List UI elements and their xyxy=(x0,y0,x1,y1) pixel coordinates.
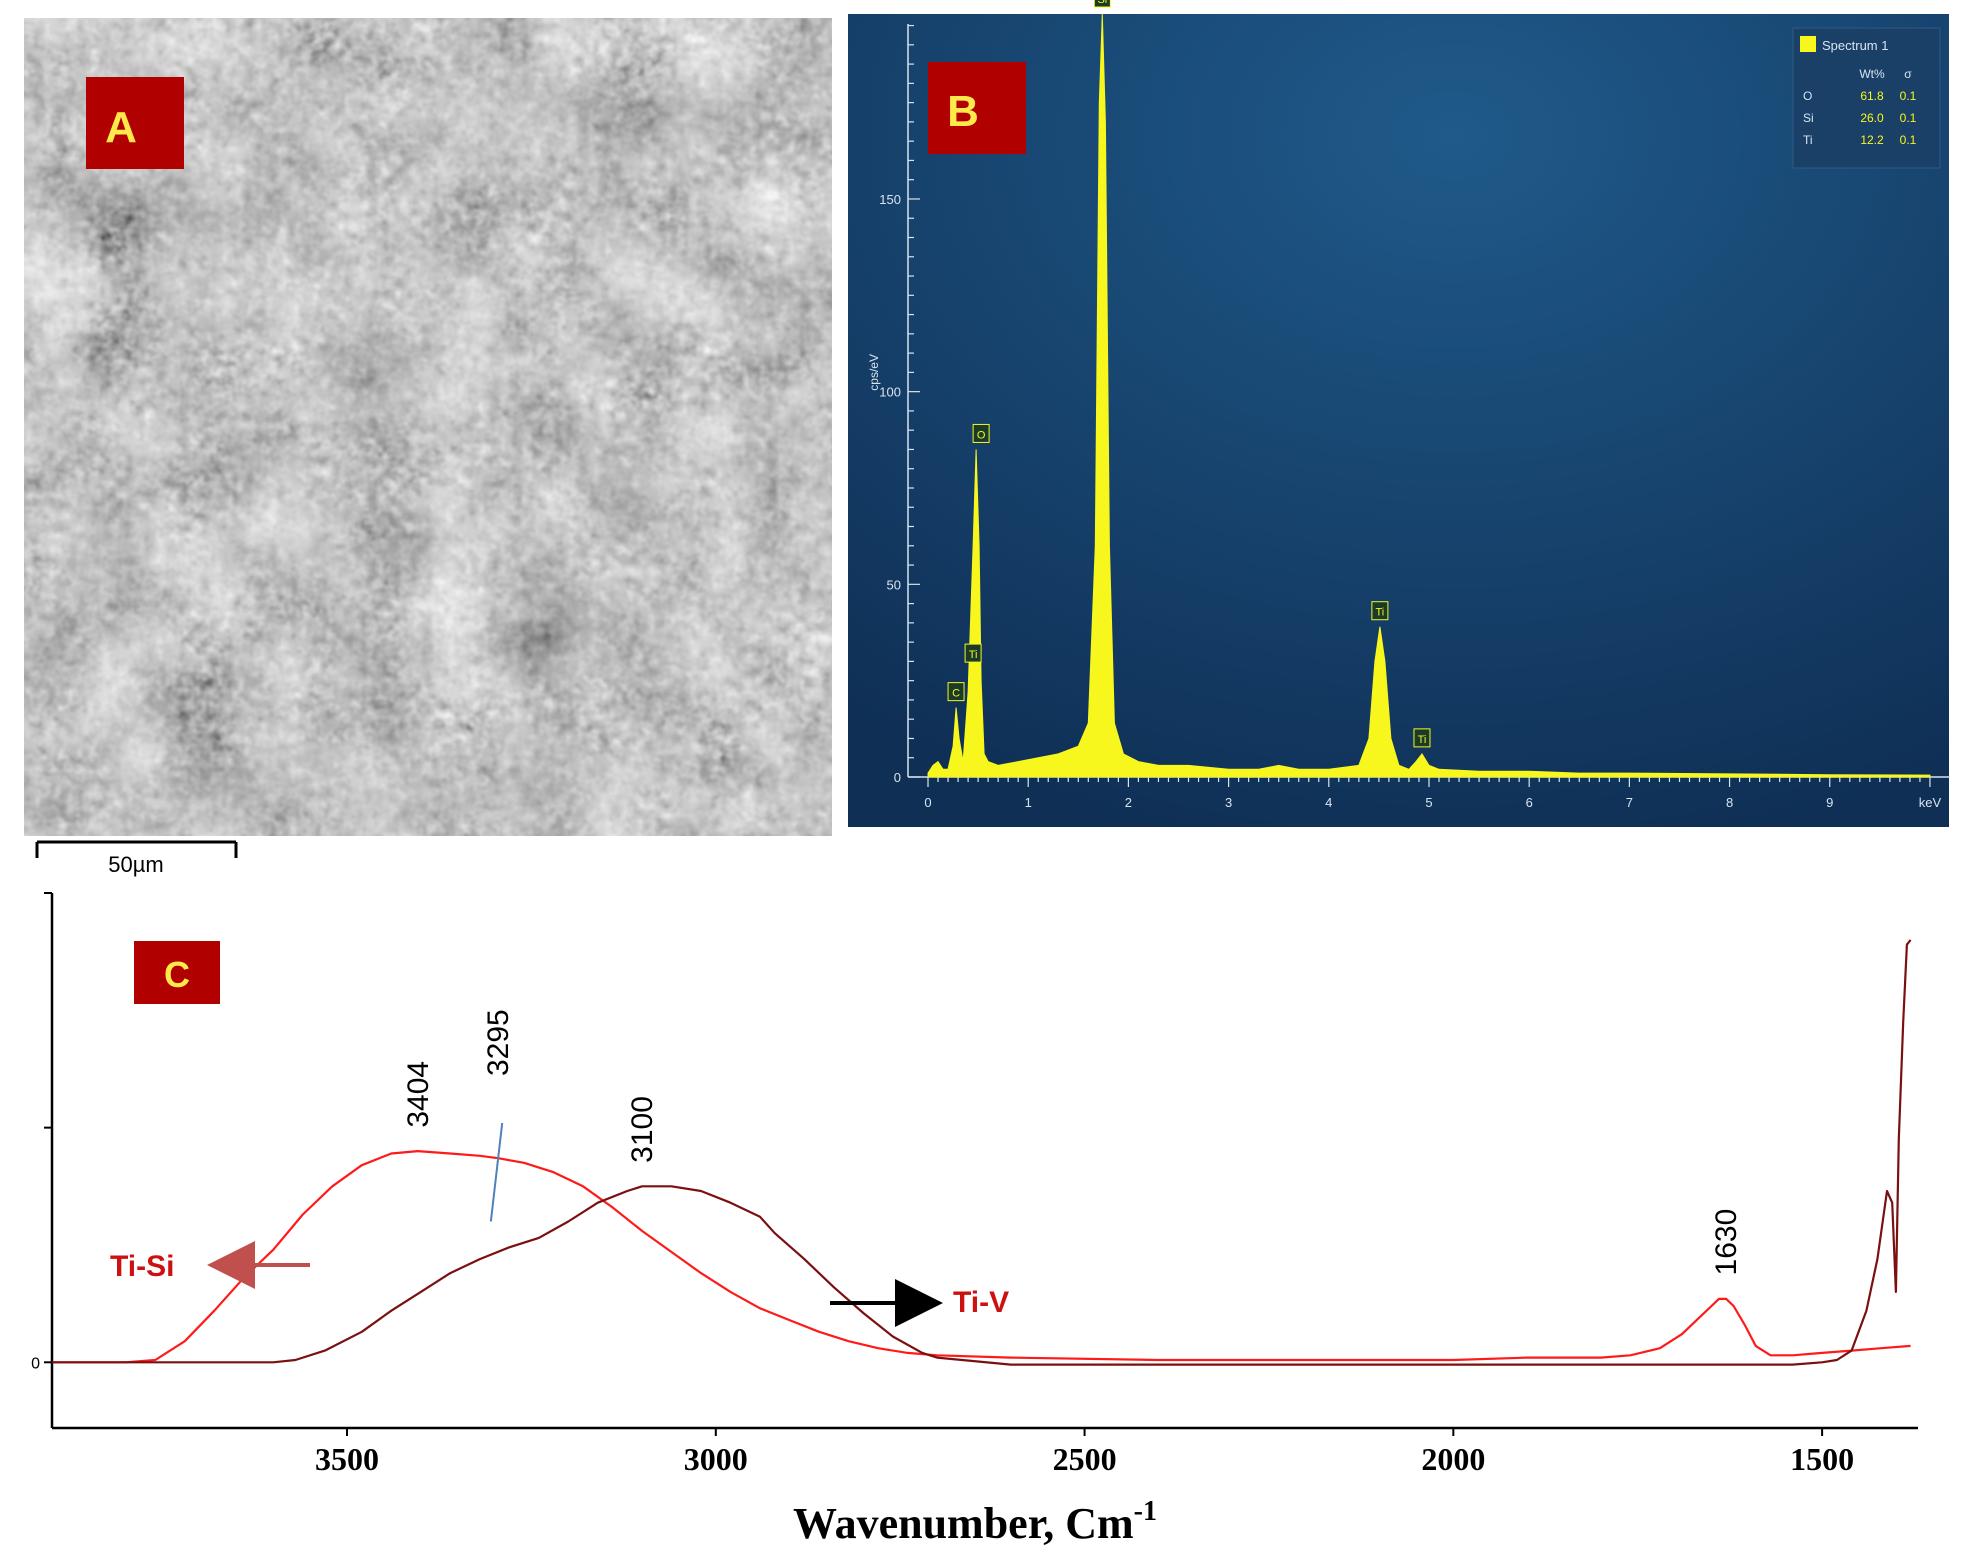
eds-peak-label-box xyxy=(1093,0,1111,8)
eds-legend-title: Spectrum 1 xyxy=(1822,38,1888,53)
eds-legend-element: Ti xyxy=(1803,133,1813,147)
eds-y-tick-label: 50 xyxy=(887,577,901,592)
eds-y-tick-label: 0 xyxy=(894,770,901,785)
eds-legend-sigma: 0.1 xyxy=(1900,89,1917,103)
eds-x-tick-label: 2 xyxy=(1125,795,1132,810)
eds-x-tick-label: 5 xyxy=(1425,795,1432,810)
eds-peak-label-box xyxy=(1413,728,1431,748)
scale-bar-label: 50µm xyxy=(108,852,163,877)
ftir-series-ti-si xyxy=(52,1150,1911,1364)
scale-bar xyxy=(35,840,238,858)
eds-peak-label: C xyxy=(952,688,960,700)
panel-a-label-box xyxy=(86,77,184,169)
eds-x-axis-label: keV xyxy=(1919,795,1942,810)
eds-peak-label-box xyxy=(947,682,965,702)
eds-x-tick-label: 3 xyxy=(1225,795,1232,810)
eds-x-tick-label: 7 xyxy=(1626,795,1633,810)
eds-y-tick-label: 100 xyxy=(879,385,901,400)
eds-axes: 0 1 2 3 4 5 6 7 8 9 0 50 100 150 keV cps/eV xyxy=(867,24,1950,810)
ftir-plot-area xyxy=(52,939,1912,1366)
eds-x-tick-label: 0 xyxy=(924,795,931,810)
ftir-peak-annotation: 3295 xyxy=(482,1009,515,1076)
eds-x-tick-label: 1 xyxy=(1025,795,1032,810)
eds-x-tick-label: 8 xyxy=(1726,795,1733,810)
eds-legend-header-wt: Wt% xyxy=(1859,67,1885,81)
eds-peak-label: O xyxy=(977,429,986,441)
eds-x-tick-label: 6 xyxy=(1526,795,1533,810)
ftir-series-ti-v xyxy=(52,939,1912,1366)
ftir-x-tick-label: 3500 xyxy=(315,1441,379,1477)
eds-y-axis-label: cps/eV xyxy=(867,354,881,391)
eds-peak-label-box xyxy=(964,643,982,663)
eds-x-tick-label: 4 xyxy=(1325,795,1332,810)
eds-plot-area xyxy=(927,13,1931,778)
ftir-annotations: 3404 3295 3100 1630 xyxy=(402,1009,1743,1275)
eds-legend-sigma: 0.1 xyxy=(1900,111,1917,125)
eds-legend-swatch xyxy=(1800,36,1816,52)
eds-peak-labels: C Ti O Si Ti Ti xyxy=(947,0,1431,748)
eds-peak-label-box xyxy=(1371,601,1389,621)
eds-legend-wt: 26.0 xyxy=(1860,111,1884,125)
eds-peak-label-box xyxy=(972,423,990,443)
eds-legend-wt: 12.2 xyxy=(1860,133,1884,147)
eds-spectrum-series xyxy=(927,13,1931,778)
panel-c: 0 3500 3000 2500 2000 1500 3404 3295 3100 1630 C… xyxy=(31,892,1918,1548)
eds-legend-box xyxy=(1792,27,1941,169)
ftir-peak-annotation: 3404 xyxy=(402,1061,435,1128)
ftir-x-axis-label: Wavenumber, Cm-1 xyxy=(793,1496,1157,1548)
ftir-x-tick-label: 2000 xyxy=(1421,1441,1485,1477)
ftir-peak-annotation: 3100 xyxy=(626,1096,659,1163)
eds-peak-label: Ti xyxy=(969,649,978,661)
ftir-x-tick-label: 3000 xyxy=(684,1441,748,1477)
eds-background xyxy=(848,14,1949,827)
panel-a: A 50µm xyxy=(24,18,832,877)
ftir-x-tick-label: 1500 xyxy=(1790,1441,1854,1477)
eds-legend-rows: O 61.8 0.1 Si 26.0 0.1 Ti 12.2 0.1 xyxy=(1803,89,1917,147)
eds-y-tick-label: 150 xyxy=(879,192,901,207)
ti-v-legend-label: Ti-V xyxy=(953,1286,1009,1319)
eds-peak-label: Ti xyxy=(1376,607,1385,619)
ftir-axes: 0 3500 3000 2500 2000 1500 xyxy=(31,892,1918,1477)
ftir-peak-annotation: 1630 xyxy=(1710,1209,1743,1276)
panel-b-label-box xyxy=(928,62,1026,154)
panel-b-label: B xyxy=(947,87,979,136)
eds-x-tick-label: 9 xyxy=(1826,795,1833,810)
panel-c-label: C xyxy=(164,954,190,995)
ftir-3295-pointer xyxy=(489,1122,504,1222)
panel-c-label-box xyxy=(134,941,220,1004)
ftir-x-tick-label: 2500 xyxy=(1053,1441,1117,1477)
panel-a-label: A xyxy=(105,103,137,152)
eds-legend-element: Si xyxy=(1803,111,1814,125)
eds-legend: Spectrum 1 Wt% σ O 61.8 0.1 Si 26.0 0.1 Ti 12.2… xyxy=(1792,27,1941,169)
eds-legend-sigma: 0.1 xyxy=(1900,133,1917,147)
eds-peak-label: Si xyxy=(1097,0,1107,6)
eds-peak-label: Ti xyxy=(1418,734,1427,746)
ti-si-legend-label: Ti-Si xyxy=(110,1250,174,1283)
eds-legend-wt: 61.8 xyxy=(1860,89,1884,103)
eds-legend-element: O xyxy=(1803,89,1812,103)
eds-legend-header-sigma: σ xyxy=(1904,67,1912,81)
ftir-y-tick-label: 0 xyxy=(31,1355,40,1372)
